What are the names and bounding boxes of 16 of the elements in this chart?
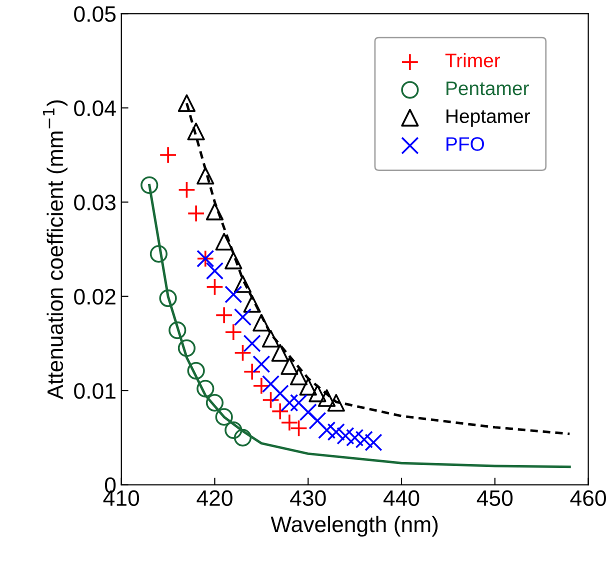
x-tick-label: 420 [196, 490, 232, 506]
x-tick-label: 450 [476, 490, 513, 506]
y-tick-label: 0.01 [74, 383, 116, 399]
y-tick-label: 0.03 [74, 194, 116, 210]
legend-label: Trimer [445, 53, 500, 68]
y-tick-label: 0.05 [74, 6, 116, 22]
x-tick-label: 460 [570, 490, 606, 506]
y-tick-label: 0.04 [74, 100, 116, 116]
legend-label: Heptamer [446, 109, 530, 127]
legend-label: Pentamer [446, 82, 529, 96]
x-axis-title: Wavelength (nm) [270, 516, 438, 537]
x-tick-label: 430 [290, 490, 326, 506]
x-tick-label: 440 [383, 490, 420, 506]
y-tick-label: 0.02 [74, 288, 116, 305]
y-axis-title: Attenuation coefficient (mm$^{−1}$) [43, 100, 68, 400]
legend-label: PFO [446, 137, 484, 151]
